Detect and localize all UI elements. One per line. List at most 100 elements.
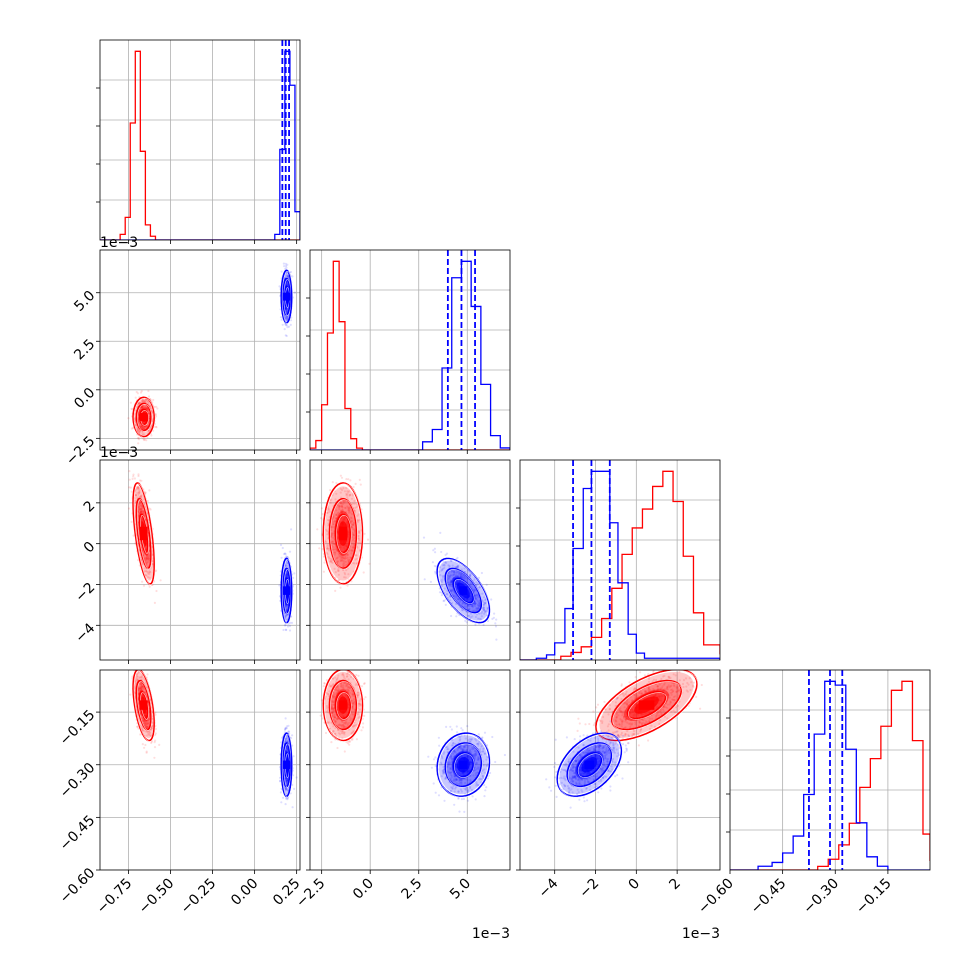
scatter-point [449,574,453,577]
scatter-point [141,405,144,409]
scatter-point [477,605,481,608]
scatter-point [139,479,142,482]
density-peak-blue [282,292,291,301]
scatter-point [145,574,148,577]
scatter-point [345,569,348,572]
scatter-point [455,574,458,577]
scatter-point [355,554,358,557]
scatter-point [359,483,362,486]
scatter-point [289,270,292,274]
scatter-point [290,621,294,625]
scatter-point [463,567,466,570]
scatter-point [291,734,294,737]
scatter-point [146,720,149,723]
scatter-point [342,569,345,572]
scatter-point [140,683,143,686]
scatter-point [141,425,144,428]
scatter-point [332,548,335,551]
scatter-point [138,491,141,494]
scatter-point [346,559,349,562]
scatter-point [443,599,446,602]
scatter-point [316,528,319,531]
scatter-point [140,683,143,686]
scatter-point [473,603,476,606]
scatter-point [146,722,150,725]
scatter-point [327,555,330,559]
scatter-point [144,569,147,573]
scatter-point [350,549,353,552]
scatter-point [284,727,287,730]
scatter-point [477,602,480,605]
scatter-point [140,508,143,511]
scatter-point [139,733,142,736]
scatter-point [345,494,348,497]
scatter-point [141,580,144,583]
scatter-point [457,598,460,601]
scatter-point [476,600,479,603]
scatter-point [443,564,446,567]
scatter-point [469,573,472,576]
scatter-point [140,678,143,681]
scatter-point [138,402,141,405]
scatter-point [476,617,480,620]
scatter-point [461,609,465,612]
scatter-point [131,477,134,480]
scatter-panel-1-3 [100,460,300,660]
scatter-point [478,586,481,589]
scatter-point [286,555,289,559]
scatter-point [136,429,139,432]
scatter-point [139,495,143,499]
scatter-point [141,427,144,430]
scatter-point [285,565,288,568]
scatter-point [144,721,147,724]
scatter-point [352,532,355,535]
scatter-point [366,538,370,541]
scatter-point [340,505,344,508]
scatter-point [469,583,472,587]
scatter-point [481,592,484,595]
scatter-point [330,560,333,564]
scatter-point [137,687,141,690]
scatter-point [483,602,486,605]
scatter-point [332,520,336,524]
scatter-point [348,493,352,496]
scatter-point [335,492,338,495]
scatter-point [346,556,349,559]
scatter-point [431,561,434,564]
contour-red [334,513,352,554]
scatter-point [472,609,475,612]
scatter-point [353,528,356,531]
scatter-point [142,511,145,514]
scatter-point [478,617,481,621]
scatter-point [483,612,486,615]
scatter-point [132,534,135,537]
scatter-point [140,504,143,507]
scatter-point [144,557,147,560]
scatter-point [140,507,143,511]
scatter-point [142,406,145,409]
scatter-point [283,265,286,268]
contour-highlight [437,559,491,624]
scatter-point [158,743,161,747]
scatter-point [455,615,458,618]
scatter-point [344,573,347,576]
scatter-point [457,572,460,575]
scatter-point [137,474,140,478]
scatter-point [148,417,151,420]
scatter-point [362,571,365,574]
scatter-point [137,492,140,495]
contour-highlight [133,483,156,586]
scatter-point [482,601,485,604]
scatter-point [132,475,135,478]
scatter-point [348,508,351,511]
scatter-point [138,402,141,405]
scatter-point [129,486,132,489]
scatter-point [340,476,344,479]
scatter-point [136,725,139,728]
scatter-point [141,729,144,732]
scatter-point [476,596,479,599]
scatter-point [138,676,141,679]
scatter-point [144,425,147,428]
contour-highlight [283,279,292,316]
scatter-point [284,564,287,567]
